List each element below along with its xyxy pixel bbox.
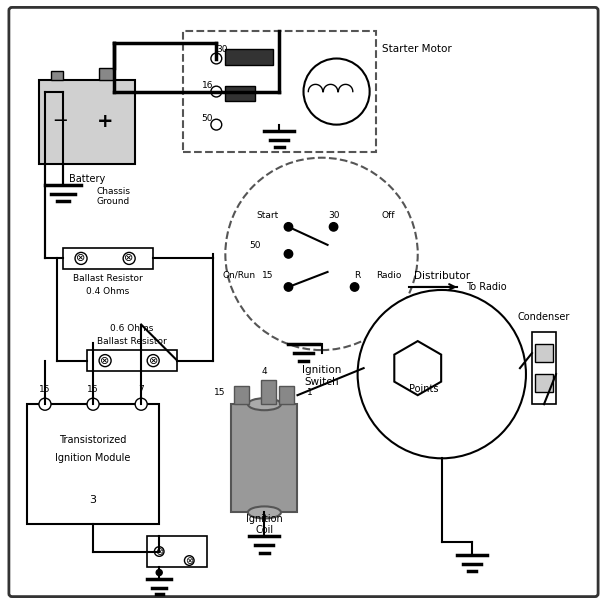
Bar: [63, 248, 153, 269]
Text: Points: Points: [409, 384, 438, 394]
Circle shape: [350, 283, 359, 291]
Ellipse shape: [248, 506, 281, 518]
Bar: [51, 71, 63, 80]
Text: Radio: Radio: [376, 271, 401, 280]
Text: 30: 30: [328, 211, 339, 220]
Text: Ballast Resistor: Ballast Resistor: [97, 337, 167, 346]
Bar: [234, 386, 249, 404]
Bar: [99, 68, 114, 80]
Text: On/Run: On/Run: [222, 271, 256, 280]
Circle shape: [75, 252, 87, 265]
Text: ⊗: ⊗: [76, 254, 86, 263]
Text: R: R: [354, 271, 361, 280]
Text: 0.6 Ohms: 0.6 Ohms: [110, 324, 154, 333]
Circle shape: [211, 86, 222, 97]
Text: Transistorized: Transistorized: [59, 435, 127, 445]
Text: Distributor: Distributor: [414, 271, 470, 281]
Circle shape: [304, 59, 370, 124]
Text: Starter Motor: Starter Motor: [382, 45, 452, 54]
Text: ⊗: ⊗: [100, 356, 110, 365]
Circle shape: [225, 158, 418, 350]
FancyBboxPatch shape: [183, 31, 376, 152]
Text: Start: Start: [256, 211, 279, 220]
Circle shape: [358, 290, 526, 458]
Circle shape: [39, 398, 51, 410]
Circle shape: [211, 53, 222, 64]
Circle shape: [156, 570, 162, 576]
Text: Ignition
Coil: Ignition Coil: [246, 514, 283, 536]
Text: 50: 50: [202, 114, 213, 123]
Circle shape: [135, 398, 147, 410]
Text: +: +: [97, 112, 114, 131]
Text: Ballast Resistor: Ballast Resistor: [73, 274, 143, 283]
Text: 3: 3: [90, 495, 97, 506]
Text: 7: 7: [138, 385, 144, 394]
Text: 50: 50: [249, 241, 261, 250]
Text: 15: 15: [39, 385, 51, 394]
Circle shape: [284, 223, 293, 231]
Text: ⊗: ⊗: [124, 254, 134, 263]
Text: ⊗: ⊗: [185, 556, 194, 565]
Text: Off: Off: [382, 211, 395, 220]
Circle shape: [330, 223, 337, 231]
Text: Condenser: Condenser: [518, 312, 570, 322]
Bar: [262, 380, 276, 404]
Circle shape: [147, 355, 159, 367]
Text: 15: 15: [262, 271, 273, 280]
Bar: [225, 50, 273, 65]
FancyBboxPatch shape: [39, 80, 135, 164]
Bar: [231, 404, 297, 512]
Bar: [225, 86, 256, 101]
Text: 15: 15: [214, 388, 225, 397]
Bar: [279, 386, 294, 404]
Circle shape: [87, 398, 99, 410]
Text: ⊗: ⊗: [149, 356, 158, 365]
Circle shape: [185, 556, 194, 565]
Circle shape: [284, 249, 293, 258]
Text: 16: 16: [87, 385, 99, 394]
Circle shape: [154, 547, 164, 556]
Text: Ignition
Switch: Ignition Switch: [302, 365, 341, 387]
Bar: [87, 350, 177, 371]
Circle shape: [211, 119, 222, 130]
Bar: [147, 536, 208, 567]
Circle shape: [284, 283, 293, 291]
Text: Chassis
Ground: Chassis Ground: [96, 187, 130, 207]
Text: 0.4 Ohms: 0.4 Ohms: [86, 287, 130, 296]
Text: ─: ─: [54, 112, 66, 131]
Bar: [535, 374, 553, 392]
Text: ⊗: ⊗: [155, 547, 163, 556]
Text: 4: 4: [262, 367, 267, 376]
Circle shape: [99, 355, 111, 367]
Text: 1: 1: [307, 388, 313, 397]
Bar: [27, 404, 159, 524]
Bar: [532, 332, 556, 404]
Text: 16: 16: [202, 81, 213, 90]
Bar: [535, 344, 553, 362]
Text: Ignition Module: Ignition Module: [55, 454, 131, 463]
Text: 30: 30: [217, 45, 228, 54]
FancyBboxPatch shape: [9, 7, 598, 597]
Circle shape: [123, 252, 135, 265]
Ellipse shape: [248, 398, 281, 410]
Polygon shape: [395, 341, 441, 395]
Text: To Radio: To Radio: [466, 282, 506, 292]
Text: Battery: Battery: [69, 174, 105, 184]
